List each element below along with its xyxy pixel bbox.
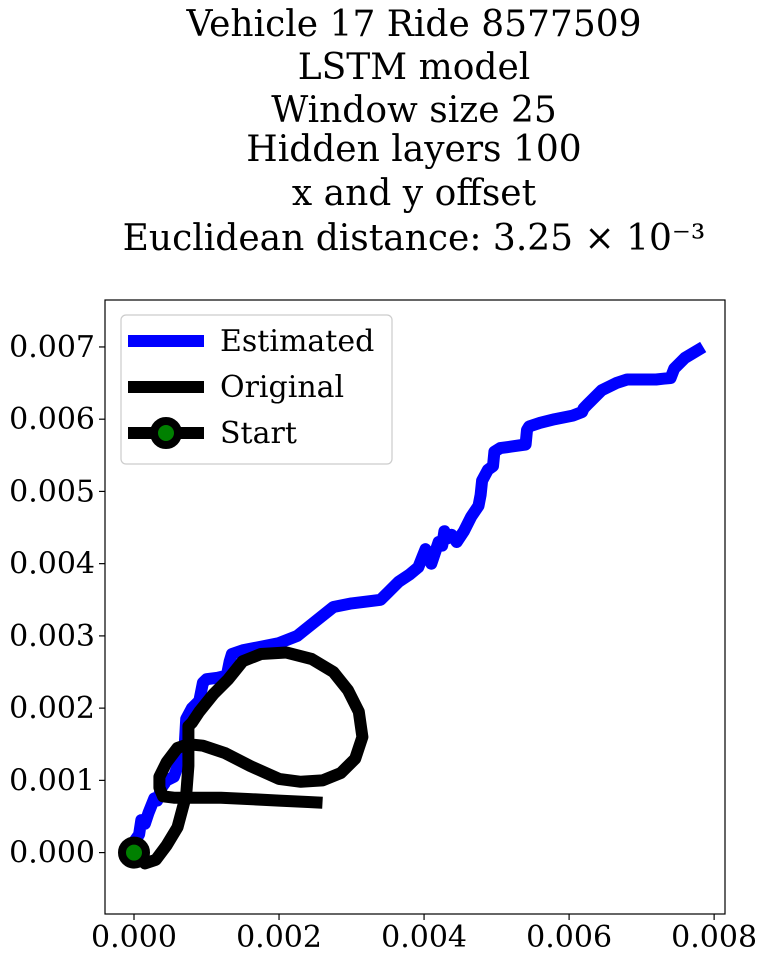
y-tick-label: 0.001 bbox=[9, 763, 95, 798]
y-axis: 0.000 0.001 0.002 0.003 0.004 0.005 0.006 0.007 bbox=[9, 330, 105, 871]
x-tick-label: 0.004 bbox=[381, 920, 467, 955]
y-tick-label: 0.007 bbox=[9, 330, 95, 365]
x-axis: 0.000 0.002 0.004 0.006 0.008 bbox=[91, 914, 757, 955]
plot-frame bbox=[104, 299, 726, 915]
y-tick-label: 0.006 bbox=[9, 402, 95, 437]
x-tick-label: 0.008 bbox=[671, 920, 757, 955]
title-line: Window size 25 bbox=[271, 90, 557, 131]
legend-label-original: Original bbox=[220, 370, 344, 405]
y-tick-label: 0.002 bbox=[9, 691, 95, 726]
y-tick-label: 0.004 bbox=[9, 547, 95, 582]
title-line: x and y offset bbox=[292, 173, 537, 214]
legend-label-estimated: Estimated bbox=[220, 324, 374, 359]
y-tick-label: 0.000 bbox=[9, 836, 95, 871]
series-marker-start bbox=[118, 836, 151, 869]
legend-marker-start bbox=[150, 417, 182, 449]
legend: Estimated Original Start bbox=[120, 314, 393, 465]
title-line: LSTM model bbox=[298, 47, 531, 88]
chart-title: Vehicle 17 Ride 8577509 LSTM model Windo… bbox=[123, 4, 706, 259]
title-line: Euclidean distance: 3.25 × 10⁻³ bbox=[123, 218, 706, 259]
legend-box bbox=[120, 314, 393, 465]
title-line: Vehicle 17 Ride 8577509 bbox=[185, 4, 641, 45]
y-tick-label: 0.005 bbox=[9, 474, 95, 509]
x-tick-label: 0.006 bbox=[526, 920, 612, 955]
series-line-original bbox=[129, 646, 369, 870]
y-tick-label: 0.003 bbox=[9, 619, 95, 654]
x-tick-label: 0.002 bbox=[236, 920, 322, 955]
x-tick-label: 0.000 bbox=[91, 920, 177, 955]
title-line: Hidden layers 100 bbox=[246, 129, 581, 170]
series-layer bbox=[118, 341, 707, 870]
legend-label-start: Start bbox=[220, 416, 297, 451]
